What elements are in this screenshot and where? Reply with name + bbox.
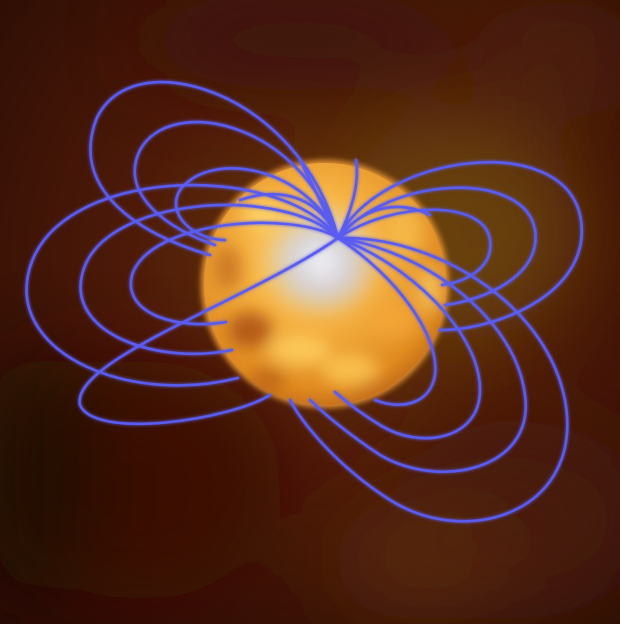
field-line <box>308 236 527 473</box>
field-line <box>336 236 437 406</box>
field-line <box>336 158 359 240</box>
field-line <box>133 120 340 247</box>
magnetic-field-lines <box>25 80 584 523</box>
field-line <box>336 186 537 307</box>
field-line <box>25 183 340 387</box>
star <box>201 160 449 408</box>
field-line <box>336 161 584 332</box>
field-line <box>79 203 340 356</box>
field-line <box>174 167 340 242</box>
field-line <box>129 221 340 326</box>
field-line <box>336 208 492 287</box>
field-line <box>298 158 340 240</box>
field-line <box>333 236 482 440</box>
magnetic-pole-glow <box>260 204 384 320</box>
field-line <box>336 205 432 240</box>
field-line <box>89 80 340 257</box>
field-line <box>288 236 569 523</box>
field-line <box>78 236 340 426</box>
